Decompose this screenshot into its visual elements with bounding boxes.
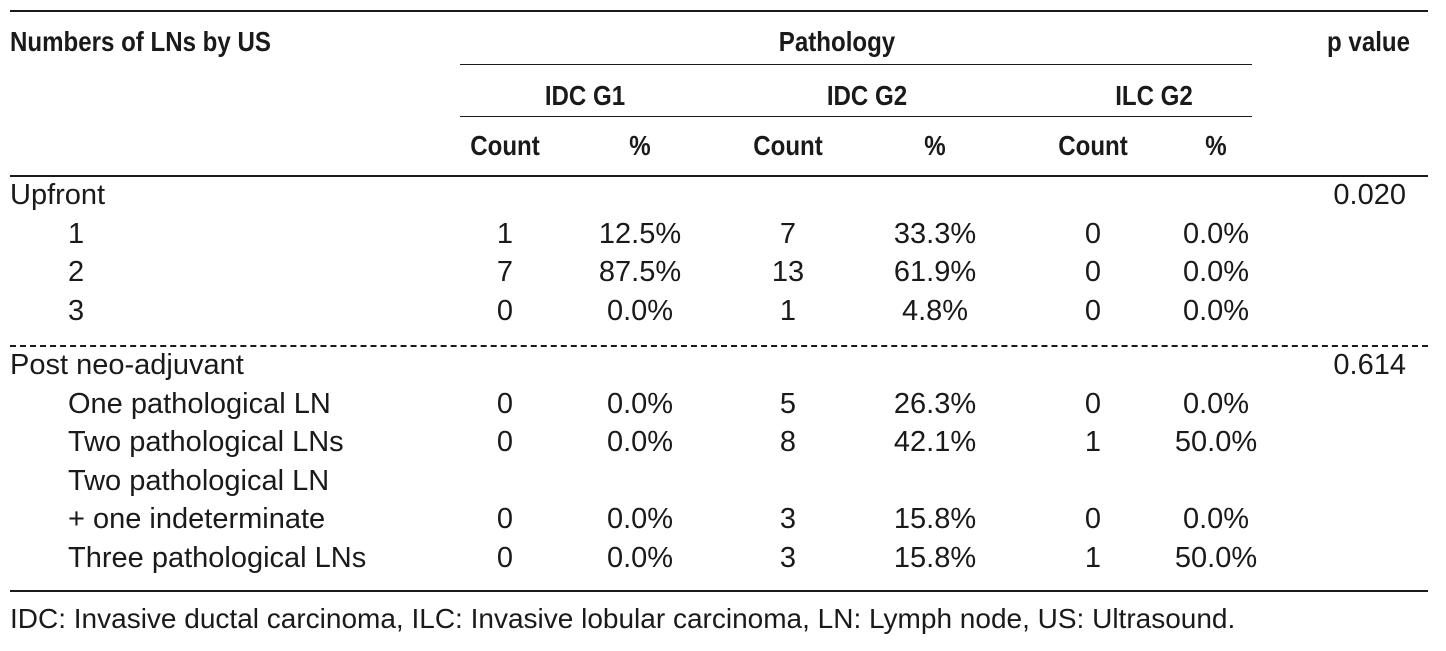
pathology-underline — [460, 64, 1252, 65]
count-cell: 0 — [1084, 387, 1102, 420]
table-bottom-rule — [10, 590, 1428, 592]
percent-cell: 0.0% — [606, 541, 674, 574]
col-pct-3: % — [1205, 130, 1227, 161]
count-cell: 0 — [1084, 294, 1102, 327]
count-cell: 0 — [496, 426, 514, 458]
row-label: One pathological LN — [68, 387, 331, 420]
col-count-1: Count — [470, 130, 540, 161]
count-cell: 3 — [779, 541, 797, 574]
row-label: Two pathological LNs — [68, 426, 344, 458]
header-bottom-rule — [10, 175, 1428, 177]
percent-cell: 0.0% — [1182, 387, 1250, 420]
subgroup-idc-g2: IDC G2 — [826, 80, 908, 111]
count-cell: 0 — [1084, 256, 1102, 288]
percent-cell: 4.8% — [901, 294, 969, 327]
col-count-2: Count — [753, 130, 823, 161]
section-divider — [10, 345, 1428, 347]
top-rule — [10, 10, 1428, 12]
percent-cell: 50.0% — [1174, 426, 1258, 458]
row-label: 1 — [68, 217, 85, 250]
percent-cell: 15.8% — [893, 541, 977, 574]
count-cell: 7 — [779, 217, 797, 250]
count-cell: 1 — [1084, 541, 1102, 574]
count-cell: 0 — [496, 503, 514, 535]
percent-cell: 0.0% — [1182, 503, 1250, 535]
percent-cell: 0.0% — [606, 294, 674, 327]
subgroup-idc-g1: IDC G1 — [544, 80, 626, 111]
percent-cell: 61.9% — [893, 256, 977, 288]
percent-cell: 87.5% — [598, 256, 682, 288]
percent-cell: 0.0% — [606, 426, 674, 458]
percent-cell: 50.0% — [1174, 541, 1258, 574]
percent-cell: 0.0% — [1182, 294, 1250, 327]
count-cell: 0 — [1084, 217, 1102, 250]
percent-cell: 12.5% — [598, 217, 682, 250]
row-label-header: Numbers of LNs by US — [10, 26, 271, 57]
col-pct-2: % — [924, 130, 946, 161]
count-cell: 13 — [771, 256, 805, 288]
footnote: IDC: Invasive ductal carcinoma, ILC: Inv… — [10, 603, 1236, 634]
col-count-3: Count — [1058, 130, 1128, 161]
count-cell: 1 — [1084, 426, 1102, 458]
row-label: 3 — [68, 294, 85, 327]
col-pct-1: % — [629, 130, 651, 161]
count-cell: 1 — [496, 217, 514, 250]
count-cell: 0 — [496, 541, 514, 574]
section-label: Upfront — [10, 179, 106, 211]
section-p-value: 0.614 — [1333, 349, 1406, 381]
count-cell: 3 — [779, 503, 797, 535]
percent-cell: 15.8% — [893, 503, 977, 535]
count-cell: 1 — [779, 294, 797, 327]
percent-cell: 0.0% — [606, 503, 674, 535]
percent-cell: 0.0% — [606, 387, 674, 420]
section-p-value: 0.020 — [1333, 179, 1406, 211]
table-page: Numbers of LNs by US Pathology p value I… — [10, 10, 1428, 650]
pathology-header: Pathology — [778, 26, 896, 57]
row-label: + one indeterminate — [68, 503, 326, 535]
count-cell: 0 — [496, 294, 514, 327]
subgroup-underline — [460, 116, 1252, 117]
row-label: 2 — [68, 256, 85, 288]
count-cell: 0 — [496, 387, 514, 420]
percent-cell: 33.3% — [893, 217, 977, 250]
subgroup-ilc-g2: ILC G2 — [1115, 80, 1193, 111]
percent-cell: 0.0% — [1182, 256, 1250, 288]
count-cell: 7 — [496, 256, 514, 288]
percent-cell: 0.0% — [1182, 217, 1250, 250]
percent-cell: 42.1% — [893, 426, 977, 458]
p-value-header: p value — [1327, 26, 1410, 57]
section-label: Post neo-adjuvant — [10, 349, 244, 381]
percent-cell: 26.3% — [893, 387, 977, 420]
count-cell: 0 — [1084, 503, 1102, 535]
count-cell: 5 — [779, 387, 797, 420]
row-label: Three pathological LNs — [68, 541, 367, 574]
row-label: Two pathological LN — [68, 464, 330, 497]
count-cell: 8 — [779, 426, 797, 458]
